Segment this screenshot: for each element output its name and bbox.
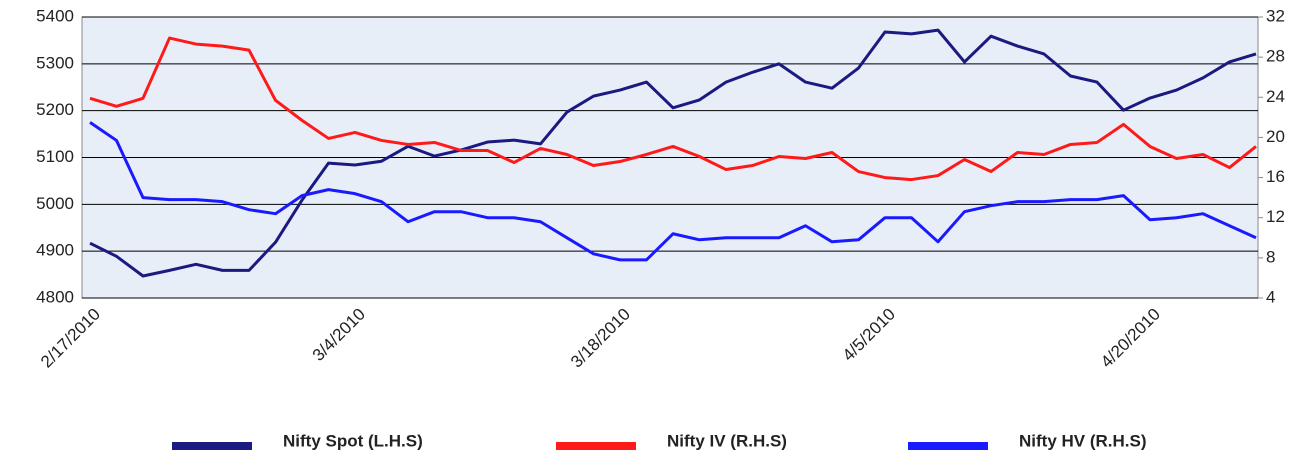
y-tick-label: 5400 (36, 6, 74, 25)
x-tick-label: 2/17/2010 (37, 305, 104, 372)
legend-label: Nifty HV (R.H.S) (1019, 431, 1147, 450)
y-tick-label: 5200 (36, 100, 74, 119)
y2-tick-label: 8 (1266, 247, 1275, 266)
y2-tick-label: 12 (1266, 207, 1285, 226)
series-line (89, 121, 1257, 262)
y-tick-label: 4800 (36, 287, 74, 306)
x-tick-label: 4/20/2010 (1097, 305, 1164, 372)
y2-tick-label: 16 (1266, 167, 1285, 186)
y-tick-label: 5100 (36, 147, 74, 166)
series-line (89, 36, 1257, 182)
legend-label: Nifty Spot (L.H.S) (283, 431, 423, 450)
x-tick-label: 4/5/2010 (839, 305, 899, 365)
legend-label: Nifty IV (R.H.S) (667, 431, 787, 450)
y2-tick-label: 28 (1266, 47, 1285, 66)
y-tick-label: 5000 (36, 194, 74, 213)
y2-tick-label: 32 (1266, 6, 1285, 25)
y-tick-label: 4900 (36, 241, 74, 260)
y2-tick-label: 24 (1266, 87, 1285, 106)
y2-tick-label: 20 (1266, 127, 1285, 146)
x-tick-label: 3/4/2010 (309, 305, 369, 365)
y-tick-label: 5300 (36, 53, 74, 72)
series-line (89, 28, 1257, 278)
y2-tick-label: 4 (1266, 287, 1275, 306)
x-tick-label: 3/18/2010 (567, 305, 634, 372)
